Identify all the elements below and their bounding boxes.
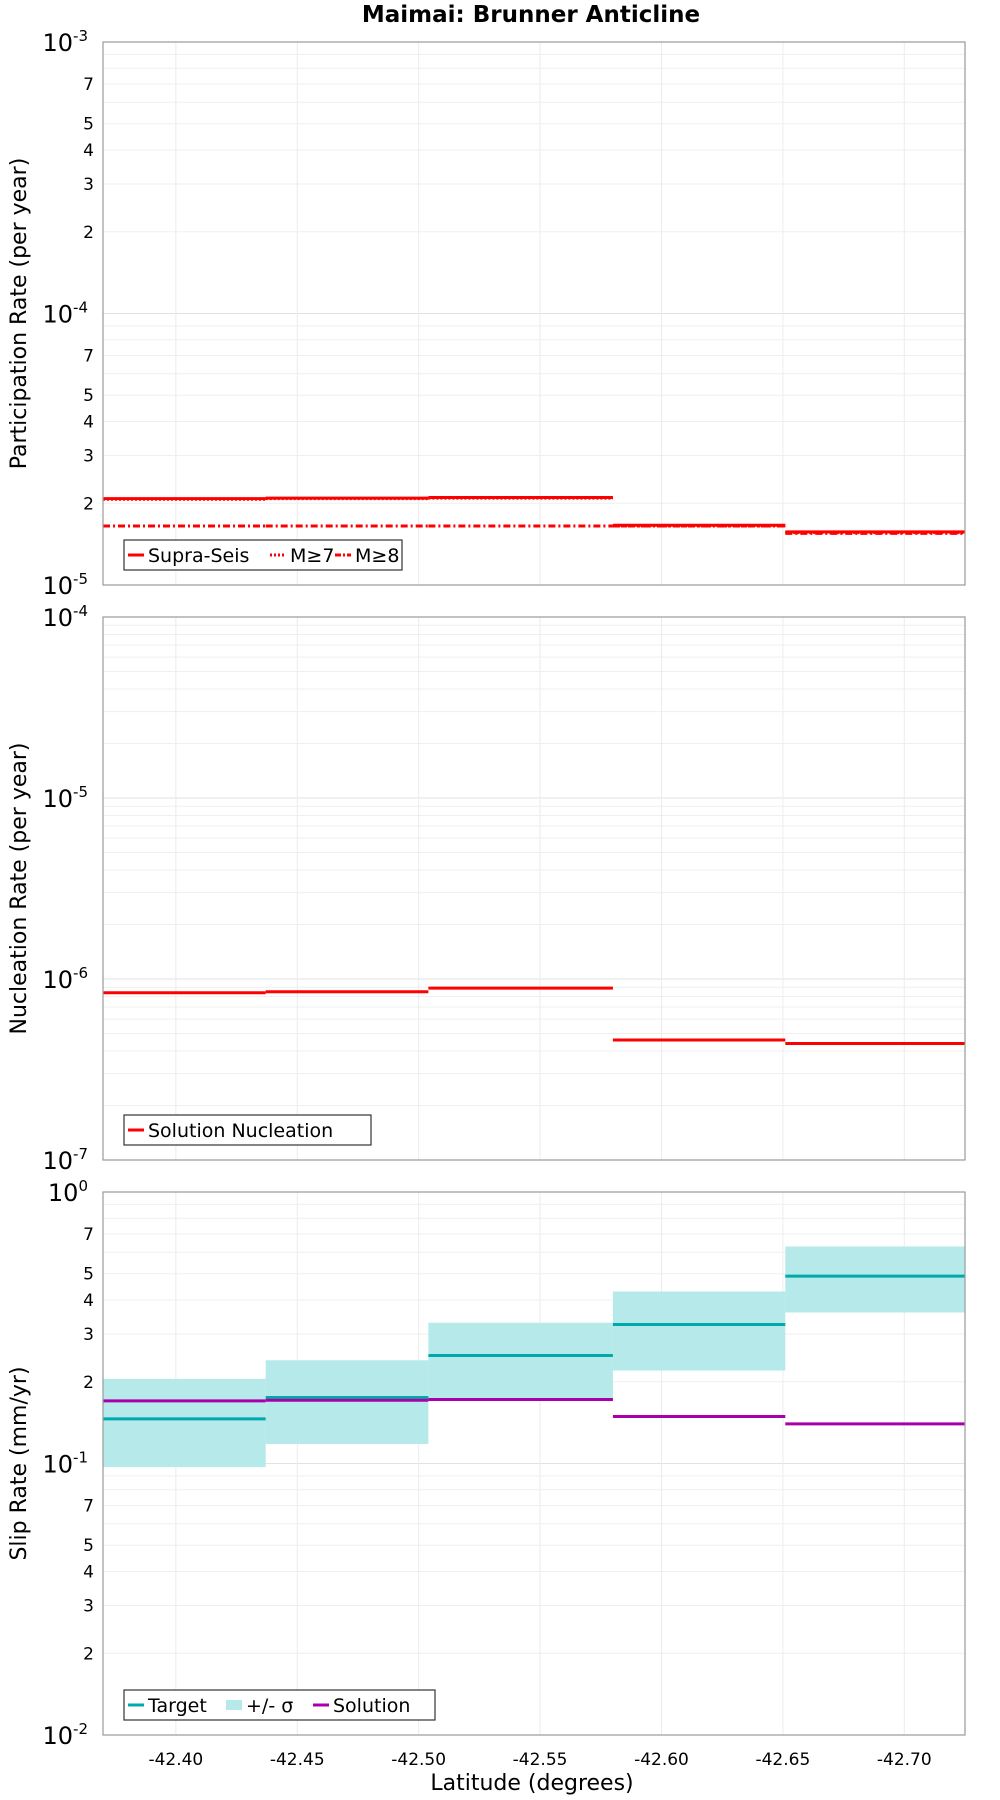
plot-frame — [102, 41, 966, 586]
legend-entry: Solution Nucleation — [148, 1120, 333, 1142]
legend-entry: Solution — [333, 1695, 410, 1717]
y-minor-tick-label: 4 — [83, 413, 94, 433]
y-tick-label: 10-1 — [42, 1449, 88, 1479]
grid-panel-1 — [103, 42, 965, 586]
y-minor-tick-label: 4 — [83, 141, 94, 161]
y-minor-tick-label: 4 — [83, 1563, 94, 1583]
legend-entry: Target — [147, 1695, 207, 1717]
y-minor-tick-label: 7 — [83, 347, 94, 367]
panel-2: 10-7 10-6 10-5 10-4 Nucleation Rate (per yea… — [7, 602, 966, 1175]
plot-frame — [102, 1191, 966, 1736]
chart-title: Maimai: Brunner Anticline — [362, 2, 700, 28]
legend-box — [123, 1689, 436, 1721]
y-tick-label: 10-4 — [42, 602, 88, 632]
legend-box — [123, 539, 403, 571]
x-tick-label: -42.55 — [513, 1750, 568, 1770]
legend-entry: M≥8 — [355, 545, 399, 567]
sigma-band-segment — [612, 1291, 786, 1371]
panel-1: 10-5 10-4 10-3 2 3 4 5 7 2 3 4 5 7 Participation Rate… — [7, 27, 966, 600]
legend-swatch — [226, 1700, 242, 1710]
y-tick-label: 10-2 — [42, 1720, 88, 1750]
x-axis-label: Latitude (degrees) — [430, 1771, 633, 1796]
y-minor-tick-label: 2 — [83, 494, 94, 514]
y-minor-tick-label: 2 — [83, 1373, 94, 1393]
sigma-band-segment — [785, 1246, 965, 1313]
grid-panel-2 — [103, 617, 965, 1161]
x-tick-label: -42.70 — [877, 1750, 932, 1770]
plot-frame — [102, 616, 966, 1161]
legend-box — [123, 1114, 372, 1146]
y-minor-tick-label: 5 — [83, 1536, 94, 1556]
y-axis-label: Participation Rate (per year) — [7, 158, 32, 470]
y-tick-label: 10-6 — [42, 964, 88, 994]
y-minor-tick-label: 5 — [83, 115, 94, 135]
x-tick-label: -42.50 — [391, 1750, 446, 1770]
y-tick-label: 10-5 — [42, 570, 88, 600]
x-tick-label: -42.65 — [755, 1750, 810, 1770]
y-minor-tick-label: 3 — [83, 1325, 94, 1345]
sigma-band-segment — [103, 1378, 266, 1468]
y-minor-tick-label: 2 — [83, 1644, 94, 1664]
y-minor-tick-label: 4 — [83, 1291, 94, 1311]
y-minor-tick-label: 7 — [83, 1497, 94, 1517]
sigma-band-segment — [428, 1322, 613, 1401]
legend-entry: Supra-Seis — [148, 545, 249, 567]
y-tick-label: 10-5 — [42, 783, 88, 813]
x-tick-label: -42.60 — [634, 1750, 689, 1770]
y-minor-tick-label: 5 — [83, 1265, 94, 1285]
y-minor-tick-label: 3 — [83, 175, 94, 195]
y-minor-tick-label: 7 — [83, 75, 94, 95]
y-tick-label: 10-4 — [42, 299, 88, 329]
y-minor-tick-label: 5 — [83, 386, 94, 406]
y-axis-label: Slip Rate (mm/yr) — [7, 1366, 32, 1560]
y-tick-label: 10-3 — [42, 27, 88, 57]
legend-entry: +/- σ — [246, 1695, 293, 1717]
x-tick-label: -42.40 — [148, 1750, 203, 1770]
legend-entry: M≥7 — [290, 545, 334, 567]
y-minor-tick-label: 2 — [83, 223, 94, 243]
y-axis-label: Nucleation Rate (per year) — [7, 743, 32, 1035]
sigma-band-segment — [265, 1360, 429, 1444]
panel-3: 10-2 10-1 100 2 3 4 5 7 2 3 4 5 7 Slip Rate (mm/yr) Ta… — [7, 1177, 966, 1770]
y-tick-label: 10-7 — [42, 1145, 88, 1175]
y-minor-tick-label: 7 — [83, 1225, 94, 1245]
x-tick-label: -42.45 — [270, 1750, 325, 1770]
y-minor-tick-label: 3 — [83, 446, 94, 466]
y-tick-label: 100 — [48, 1177, 88, 1207]
legend: Supra-Seis M≥7 M≥8 — [123, 539, 403, 571]
legend: Target +/- σ Solution — [123, 1689, 436, 1721]
legend: Solution Nucleation — [123, 1114, 372, 1146]
y-minor-tick-label: 3 — [83, 1596, 94, 1616]
